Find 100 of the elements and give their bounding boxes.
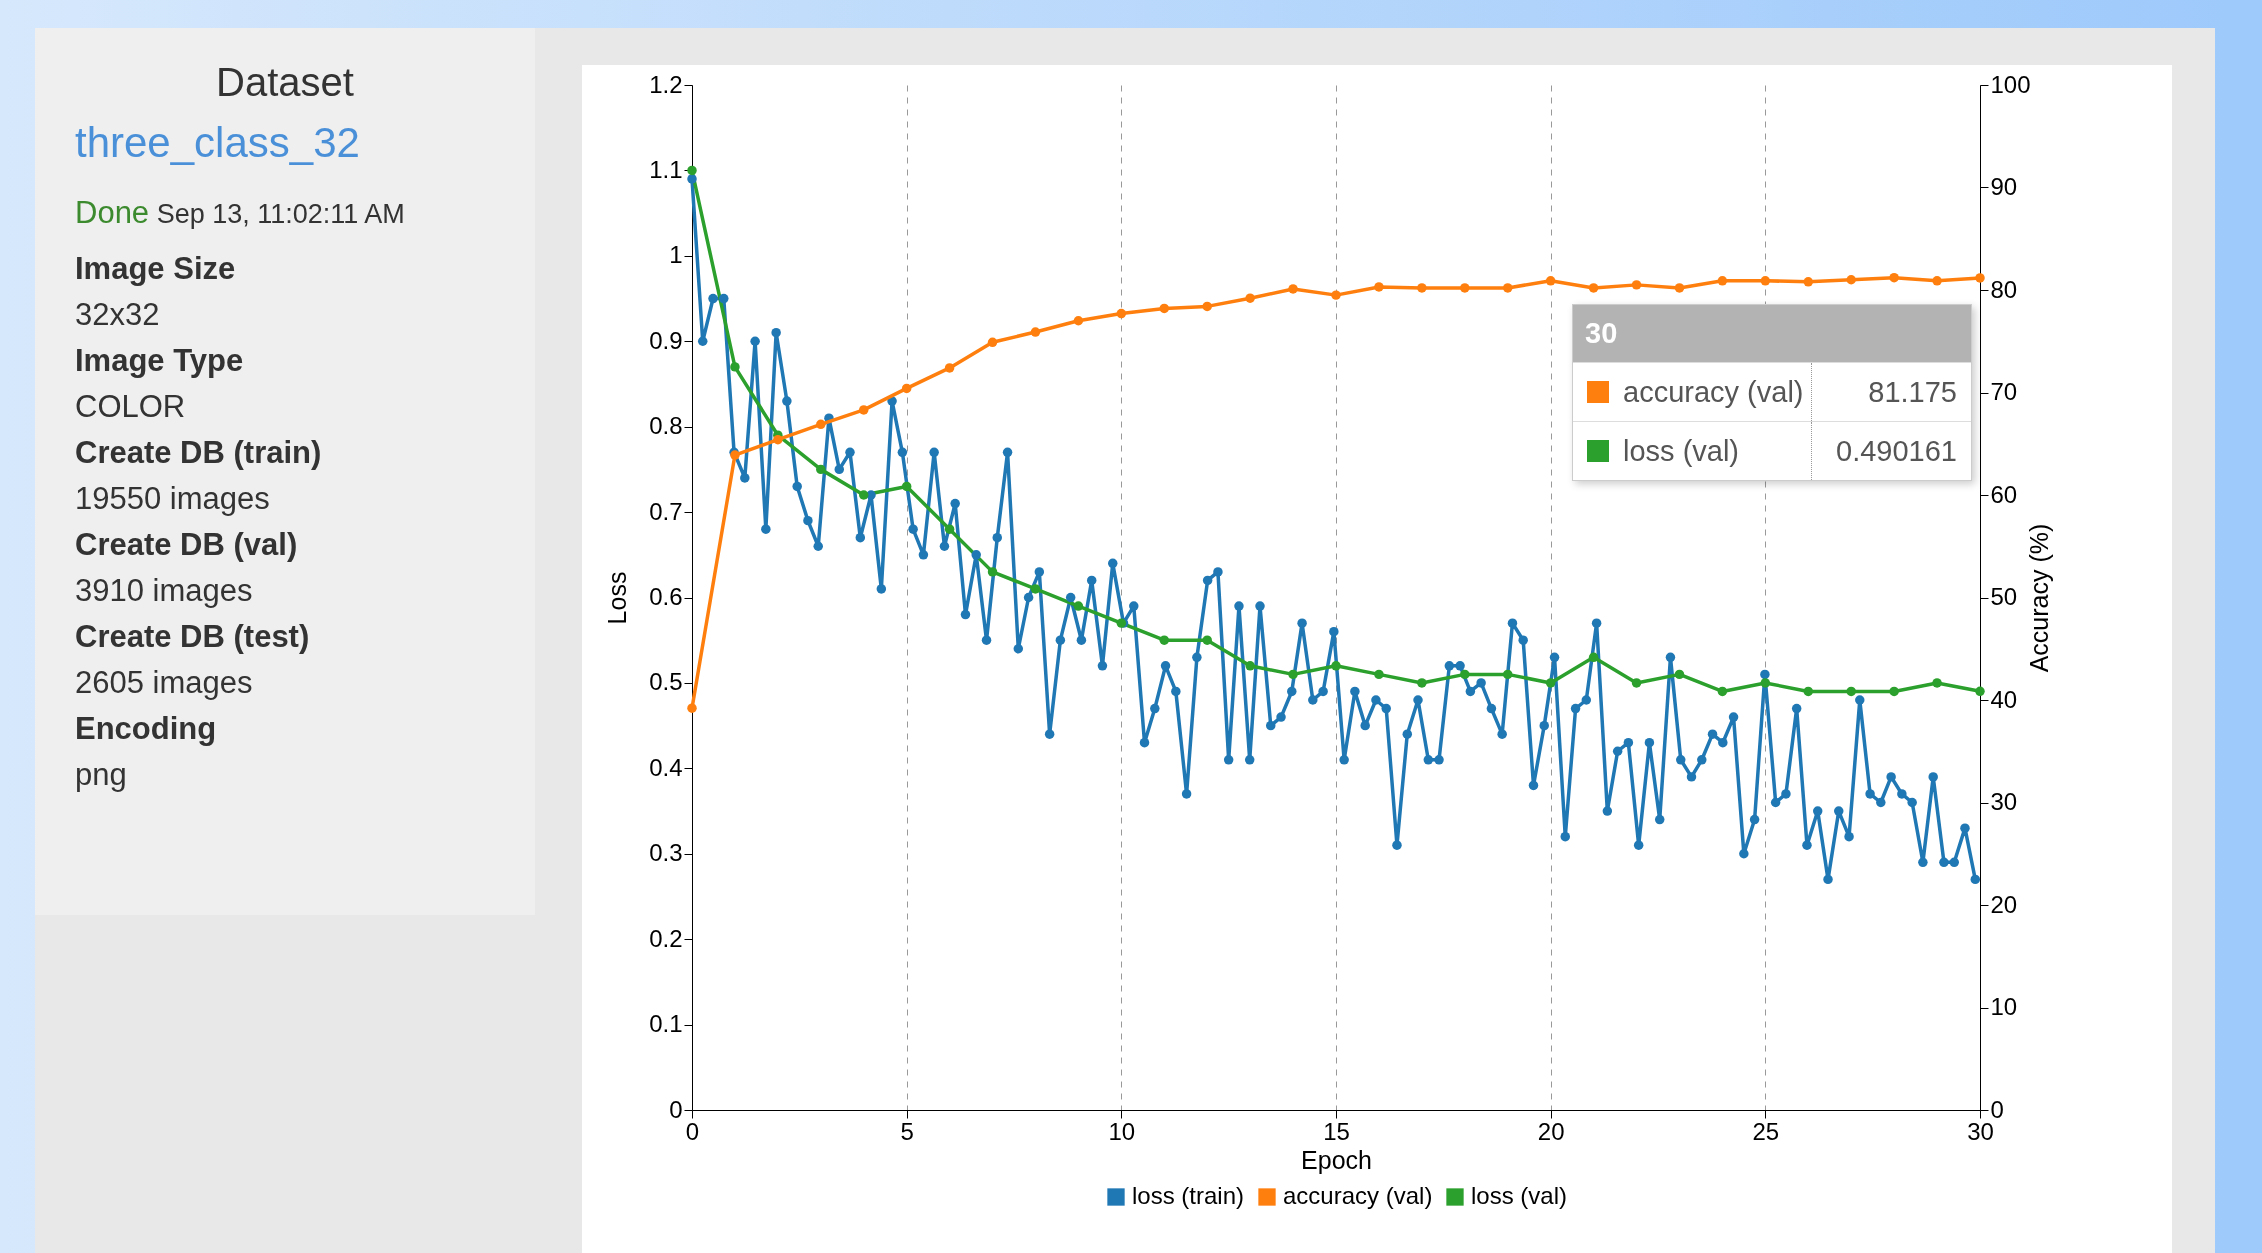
text: 32x32 — [75, 296, 161, 334]
annotation: loss (val) — [1623, 434, 1740, 468]
y-axis-title: Loss — [603, 571, 632, 625]
y-tick-label: 0.5 — [649, 668, 683, 696]
y-tick-label: 1.2 — [649, 70, 683, 98]
point — [816, 464, 826, 475]
point — [1760, 678, 1771, 688]
y2-tick-label: 90 — [1990, 173, 2018, 200]
point — [1588, 283, 1599, 293]
point — [1460, 669, 1470, 680]
y2-tick-label: 100 — [1990, 70, 2031, 98]
point — [1674, 283, 1685, 293]
y-tick-label: 0 — [669, 1095, 683, 1123]
text: Dataset — [215, 60, 355, 105]
text: Done — [75, 195, 150, 230]
point — [987, 337, 998, 348]
point — [1245, 661, 1255, 671]
point — [1202, 301, 1212, 312]
legend-label: loss (train) — [1132, 1182, 1245, 1209]
point — [1846, 686, 1856, 697]
point — [1545, 276, 1556, 286]
point — [1331, 661, 1341, 671]
text: Image Type — [75, 342, 245, 380]
y-tick-label: 0.1 — [649, 1010, 683, 1038]
y-tick-label: 0.7 — [649, 497, 683, 525]
point — [1975, 273, 1985, 283]
point — [687, 703, 697, 713]
point — [1631, 280, 1642, 290]
y2-tick-label: 20 — [1990, 890, 2018, 918]
text: Create DB (train) — [75, 434, 323, 472]
point — [1846, 275, 1856, 285]
annotation: 0.490161 — [1835, 434, 1958, 468]
y-tick-label: 0.4 — [649, 753, 683, 781]
x-tick-label: 10 — [1108, 1117, 1136, 1145]
point — [1331, 290, 1341, 300]
x-tick-label: 25 — [1752, 1117, 1780, 1145]
point — [1245, 293, 1255, 303]
point — [1803, 686, 1814, 697]
point — [1889, 686, 1899, 697]
text: 2605 images — [75, 664, 254, 702]
x-axis-title: Epoch — [1301, 1145, 1372, 1174]
annotation: 30 — [1573, 305, 1971, 362]
text: 19550 images — [75, 480, 271, 518]
y2-axis-title: Accuracy (%) — [2024, 523, 2053, 673]
y-tick-label: 0.3 — [649, 839, 683, 867]
y-tick-label: 0.9 — [649, 326, 683, 354]
point — [1717, 686, 1728, 697]
x-tick-label: 15 — [1323, 1117, 1350, 1145]
point — [1159, 635, 1170, 645]
y2-tick-label: 60 — [1990, 480, 2018, 508]
text: COLOR — [75, 388, 187, 426]
point — [1288, 284, 1298, 294]
annotation: accuracy (val) — [1623, 375, 1804, 409]
text: Create DB (test) — [75, 618, 311, 656]
point — [1631, 678, 1642, 688]
y2-tick-label: 70 — [1990, 378, 2018, 405]
point — [730, 362, 740, 372]
x-tick-label: 20 — [1537, 1117, 1565, 1145]
point — [1975, 686, 1985, 697]
point — [858, 490, 869, 500]
point — [1116, 308, 1127, 319]
point — [687, 165, 697, 176]
annotation: 81.175 — [1867, 375, 1958, 409]
text: Create DB (val) — [75, 526, 299, 564]
y-tick-label: 1 — [669, 241, 683, 269]
point — [1073, 601, 1084, 611]
point — [901, 481, 912, 492]
point — [773, 434, 783, 445]
point — [1502, 669, 1513, 680]
text: 3910 images — [75, 572, 254, 610]
point — [1374, 282, 1384, 292]
point — [901, 383, 912, 394]
point — [1374, 669, 1384, 680]
text: three_class_32 — [75, 119, 361, 167]
point — [1545, 678, 1556, 688]
point — [1417, 283, 1427, 293]
point — [1932, 678, 1942, 688]
point — [1932, 276, 1942, 286]
y2-tick-label: 40 — [1990, 685, 2018, 713]
y2-tick-label: 10 — [1990, 993, 2018, 1020]
point — [1502, 283, 1513, 293]
point — [1030, 327, 1041, 337]
point — [1889, 272, 1899, 283]
y-tick-label: 0.8 — [649, 412, 683, 440]
point — [1803, 277, 1814, 287]
point — [1159, 303, 1170, 314]
text: Encoding — [75, 710, 218, 748]
point — [944, 363, 955, 373]
y2-tick-label: 80 — [1990, 275, 2018, 303]
point — [1288, 669, 1298, 680]
text: Sep 13, 11:02:11 AM — [156, 199, 405, 229]
y-tick-label: 0.6 — [649, 583, 683, 610]
legend-label: accuracy (val) — [1283, 1182, 1433, 1209]
y2-tick-label: 50 — [1990, 583, 2018, 610]
point — [1460, 283, 1470, 293]
point — [1717, 276, 1728, 286]
point — [1674, 669, 1685, 680]
point — [944, 524, 955, 534]
x-tick-label: 5 — [900, 1117, 914, 1145]
point — [858, 405, 869, 415]
